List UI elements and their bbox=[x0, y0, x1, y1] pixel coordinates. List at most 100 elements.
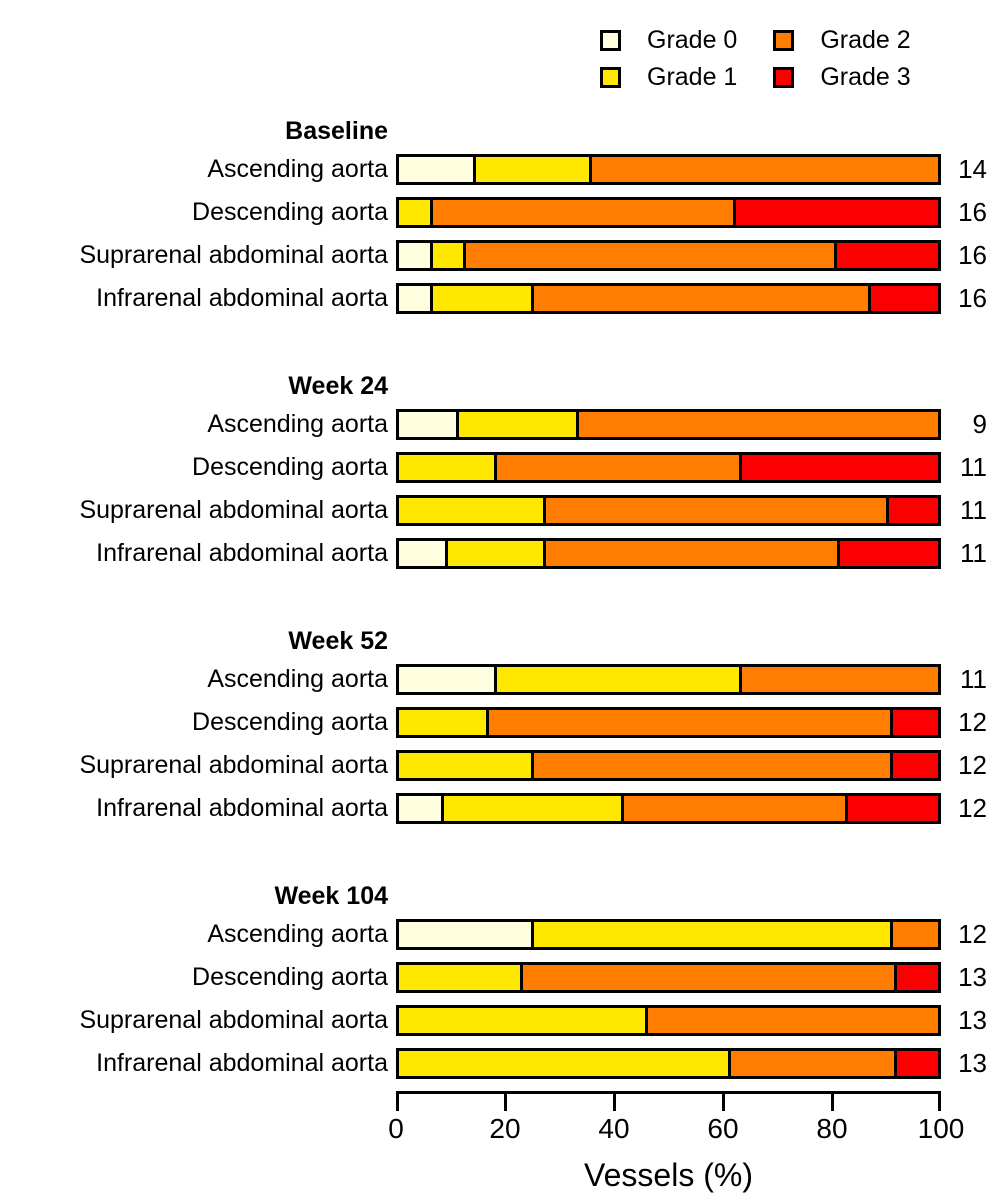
legend-item-grade-2: Grade 2 bbox=[773, 26, 911, 54]
bar-row: Suprarenal abdominal aorta 11 bbox=[0, 495, 1000, 526]
section-week-104: Week 104 Ascending aorta 12 Descending aort… bbox=[0, 836, 1000, 1079]
row-count: 11 bbox=[960, 495, 987, 525]
x-axis-tick-labels: 0 20 40 60 80 100 bbox=[388, 1111, 964, 1149]
stacked-bar bbox=[396, 750, 941, 781]
stacked-bar bbox=[396, 409, 941, 440]
bar-segment-grade2 bbox=[623, 796, 849, 821]
bar-segment-grade2 bbox=[742, 667, 938, 692]
x-axis-tick-label: 60 bbox=[707, 1113, 739, 1144]
bar-segment-grade1 bbox=[399, 455, 497, 480]
bar-segment-grade2 bbox=[523, 965, 897, 990]
bar-segment-grade1 bbox=[432, 286, 534, 311]
x-axis-tick bbox=[938, 1094, 941, 1111]
row-label: Descending aorta bbox=[192, 198, 388, 226]
x-axis: 0 20 40 60 80 100 bbox=[388, 1091, 964, 1149]
section-title: Baseline bbox=[285, 117, 388, 145]
x-axis-tick-label: 80 bbox=[816, 1113, 848, 1144]
bar-segment-grade2 bbox=[546, 498, 889, 523]
row-count: 14 bbox=[958, 154, 987, 184]
section-week-24: Week 24 Ascending aorta 9 Descending aorta 1… bbox=[0, 326, 1000, 569]
bar-row: Infrarenal abdominal aorta 12 bbox=[0, 793, 1000, 824]
row-label: Infrarenal abdominal aorta bbox=[96, 794, 388, 822]
bar-segment-grade1 bbox=[432, 243, 467, 268]
row-label: Suprarenal abdominal aorta bbox=[79, 1006, 388, 1034]
legend-swatch-grade-2-icon bbox=[773, 30, 795, 51]
bar-segment-grade1 bbox=[443, 796, 624, 821]
legend: Grade 0 Grade 1 Grade 2 Grade 3 bbox=[600, 28, 911, 90]
row-count: 9 bbox=[972, 409, 987, 439]
sections: Baseline Ascending aorta 14 Descending aort… bbox=[0, 90, 1000, 1079]
stacked-bar bbox=[396, 495, 941, 526]
bar-row: Infrarenal abdominal aorta 13 bbox=[0, 1048, 1000, 1079]
bar-row: Ascending aorta 14 bbox=[0, 154, 1000, 185]
legend-label-grade-0: Grade 0 bbox=[647, 26, 738, 54]
x-axis-tick bbox=[830, 1094, 834, 1111]
section-title: Week 104 bbox=[274, 882, 388, 910]
x-axis-tick-label: 100 bbox=[917, 1113, 965, 1144]
stacked-bar bbox=[396, 1048, 941, 1079]
bar-segment-grade3 bbox=[840, 541, 938, 566]
section-week-52: Week 52 Ascending aorta 11 Descending aorta… bbox=[0, 581, 1000, 824]
bar-segment-grade3 bbox=[870, 286, 938, 311]
x-axis-tick bbox=[396, 1094, 399, 1111]
stacked-bar bbox=[396, 240, 941, 271]
row-count: 16 bbox=[958, 240, 987, 270]
x-axis-tick bbox=[612, 1094, 616, 1111]
row-count: 13 bbox=[958, 962, 987, 992]
legend-swatch-grade-1-icon bbox=[600, 67, 621, 88]
bar-segment-grade1 bbox=[448, 541, 546, 566]
bar-segment-grade3 bbox=[889, 498, 938, 523]
row-label: Infrarenal abdominal aorta bbox=[96, 539, 388, 567]
bar-segment-grade2 bbox=[488, 710, 894, 735]
bar-segment-grade2 bbox=[533, 286, 871, 311]
row-label: Descending aorta bbox=[192, 963, 388, 991]
section-title: Week 52 bbox=[288, 627, 388, 655]
bar-row: Suprarenal abdominal aorta 12 bbox=[0, 750, 1000, 781]
row-label: Ascending aorta bbox=[207, 410, 388, 438]
bar-segment-grade1 bbox=[399, 200, 433, 225]
bar-row: Descending aorta 13 bbox=[0, 962, 1000, 993]
legend-swatch-grade-0-icon bbox=[600, 30, 621, 51]
x-axis-tick bbox=[503, 1094, 507, 1111]
stacked-bar bbox=[396, 197, 941, 228]
bar-row: Descending aorta 12 bbox=[0, 707, 1000, 738]
row-count: 13 bbox=[958, 1048, 987, 1078]
bar-segment-grade3 bbox=[836, 243, 938, 268]
bar-segment-grade2 bbox=[893, 922, 938, 947]
bar-segment-grade1 bbox=[497, 667, 742, 692]
bar-segment-grade2 bbox=[497, 455, 742, 480]
bar-segment-grade3 bbox=[896, 965, 938, 990]
row-count: 12 bbox=[958, 919, 987, 949]
row-label: Descending aorta bbox=[192, 453, 388, 481]
bar-segment-grade2 bbox=[578, 412, 938, 437]
bar-segment-grade1 bbox=[399, 710, 489, 735]
legend-label-grade-3: Grade 3 bbox=[820, 63, 911, 91]
row-label: Ascending aorta bbox=[207, 155, 388, 183]
bar-segment-grade2 bbox=[546, 541, 840, 566]
bar-segment-grade0 bbox=[399, 286, 433, 311]
bar-segment-grade2 bbox=[591, 157, 938, 182]
bar-row: Ascending aorta 11 bbox=[0, 664, 1000, 695]
bar-segment-grade1 bbox=[399, 498, 546, 523]
bar-row: Suprarenal abdominal aorta 16 bbox=[0, 240, 1000, 271]
bar-segment-grade1 bbox=[399, 965, 524, 990]
bar-segment-grade3 bbox=[893, 753, 938, 778]
bar-segment-grade2 bbox=[730, 1051, 897, 1076]
row-label: Descending aorta bbox=[192, 708, 388, 736]
row-count: 16 bbox=[958, 283, 987, 313]
stacked-bar bbox=[396, 1005, 941, 1036]
bar-segment-grade2 bbox=[432, 200, 736, 225]
bar-segment-grade2 bbox=[647, 1008, 938, 1033]
bar-segment-grade0 bbox=[399, 667, 497, 692]
stacked-bar bbox=[396, 793, 941, 824]
stacked-bar bbox=[396, 664, 941, 695]
row-label: Suprarenal abdominal aorta bbox=[79, 751, 388, 779]
row-label: Suprarenal abdominal aorta bbox=[79, 496, 388, 524]
bar-segment-grade0 bbox=[399, 412, 459, 437]
stacked-bar bbox=[396, 283, 941, 314]
stacked-bar bbox=[396, 154, 941, 185]
legend-item-grade-1: Grade 1 bbox=[600, 65, 737, 90]
bar-segment-grade1 bbox=[399, 1008, 648, 1033]
legend-label-grade-2: Grade 2 bbox=[820, 26, 911, 54]
